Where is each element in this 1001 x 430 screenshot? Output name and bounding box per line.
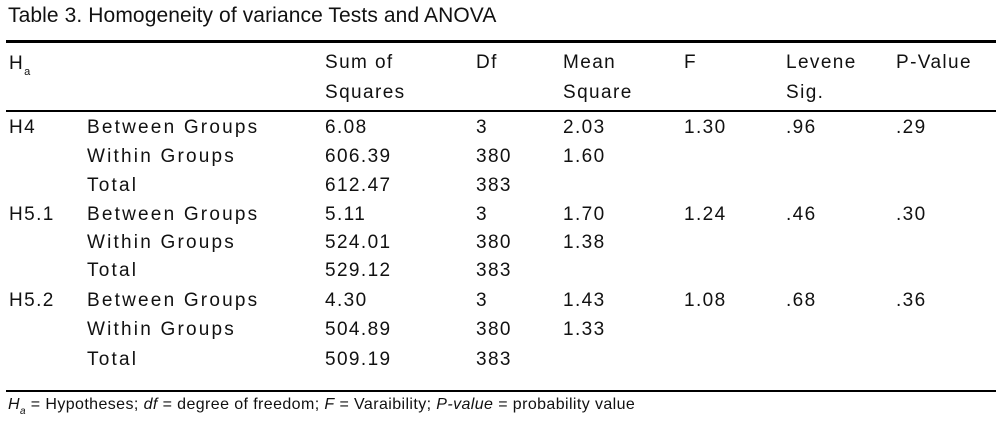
cell-mean-square: 1.70 — [563, 204, 606, 225]
table-title: Table 3. Homogeneity of variance Tests a… — [8, 4, 497, 27]
cell-source: Within Groups — [87, 319, 236, 340]
cell-sum-of-squares: 524.01 — [325, 232, 392, 253]
cell-df: 3 — [476, 204, 488, 225]
footnote-ha-def: = Hypotheses; — [25, 396, 144, 413]
footnote-ha-main: H — [8, 396, 20, 413]
cell-p-value: .29 — [896, 117, 927, 138]
cell-mean-square: 1.33 — [563, 319, 606, 340]
header-rule — [6, 110, 996, 112]
header-sum-of-squares-line1: Sum of — [325, 52, 394, 73]
footnote-f-term: F — [324, 396, 335, 413]
header-sum-of-squares: Sum of Squares — [325, 48, 406, 108]
cell-df: 3 — [476, 117, 488, 138]
cell-df: 380 — [476, 146, 512, 167]
cell-sum-of-squares: 529.12 — [325, 260, 392, 281]
table-bottom-rule — [6, 390, 996, 392]
cell-mean-square: 2.03 — [563, 117, 606, 138]
cell-sum-of-squares: 612.47 — [325, 175, 392, 196]
cell-levene: .46 — [786, 204, 817, 225]
cell-source: Between Groups — [87, 290, 260, 311]
header-df: Df — [476, 52, 498, 73]
cell-sum-of-squares: 509.19 — [325, 349, 392, 370]
cell-source: Total — [87, 175, 139, 196]
cell-hypothesis: H5.2 — [9, 290, 55, 311]
cell-sum-of-squares: 5.11 — [325, 204, 367, 225]
footnote-df-term: df — [143, 396, 158, 413]
footnote-df-def: = degree of freedom; — [157, 396, 325, 413]
cell-source: Total — [87, 349, 139, 370]
cell-sum-of-squares: 504.89 — [325, 319, 392, 340]
table-top-rule — [6, 40, 996, 43]
cell-df: 383 — [476, 260, 512, 281]
cell-mean-square: 1.43 — [563, 290, 606, 311]
cell-source: Within Groups — [87, 232, 236, 253]
header-levene-line2: Sig. — [786, 82, 825, 103]
header-hypothesis: Ha — [9, 49, 30, 87]
header-ha-main: H — [9, 53, 25, 74]
cell-source: Within Groups — [87, 146, 236, 167]
header-f: F — [684, 52, 698, 73]
cell-hypothesis: H5.1 — [9, 204, 55, 225]
cell-source: Between Groups — [87, 204, 260, 225]
cell-df: 3 — [476, 290, 488, 311]
footnote-p-def: = probability value — [493, 396, 636, 413]
cell-f: 1.30 — [684, 117, 727, 138]
table-footnote: Ha = Hypotheses; df = degree of freedom;… — [8, 396, 635, 417]
header-p-value: P-Value — [896, 52, 972, 73]
cell-levene: .68 — [786, 290, 817, 311]
cell-f: 1.08 — [684, 290, 727, 311]
cell-df: 383 — [476, 175, 512, 196]
cell-mean-square: 1.60 — [563, 146, 606, 167]
header-mean-square-line2: Square — [563, 82, 633, 103]
cell-source: Between Groups — [87, 117, 260, 138]
cell-mean-square: 1.38 — [563, 232, 606, 253]
header-mean-square: Mean Square — [563, 48, 633, 108]
cell-p-value: .30 — [896, 204, 927, 225]
header-mean-square-line1: Mean — [563, 52, 617, 73]
cell-p-value: .36 — [896, 290, 927, 311]
header-levene: Levene Sig. — [786, 48, 857, 108]
cell-df: 380 — [476, 319, 512, 340]
cell-sum-of-squares: 6.08 — [325, 117, 368, 138]
cell-df: 383 — [476, 349, 512, 370]
footnote-ha-sub: a — [19, 406, 26, 417]
footnote-f-def: = Varaibility; — [334, 396, 437, 413]
cell-hypothesis: H4 — [9, 117, 37, 138]
cell-source: Total — [87, 260, 139, 281]
header-sum-of-squares-line2: Squares — [325, 82, 406, 103]
footnote-p-term: P-value — [436, 396, 494, 413]
cell-df: 380 — [476, 232, 512, 253]
cell-f: 1.24 — [684, 204, 727, 225]
cell-levene: .96 — [786, 117, 817, 138]
header-levene-line1: Levene — [786, 52, 857, 73]
header-ha-sub: a — [24, 66, 31, 78]
cell-sum-of-squares: 4.30 — [325, 290, 368, 311]
cell-sum-of-squares: 606.39 — [325, 146, 392, 167]
